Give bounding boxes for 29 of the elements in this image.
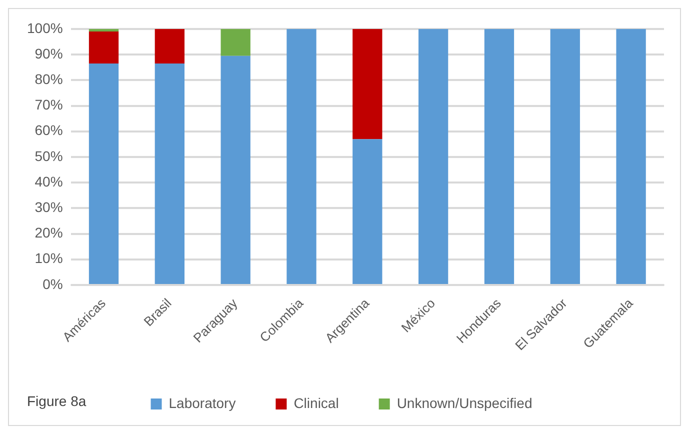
y-tick-label: 80% [34, 71, 63, 88]
bar [352, 139, 382, 284]
bar [418, 29, 448, 284]
y-tick-label: 60% [34, 122, 63, 138]
y-tick-label: 50% [34, 148, 63, 164]
bar [88, 32, 119, 64]
bar [616, 29, 646, 284]
y-tick-label: 10% [34, 250, 63, 266]
y-tick-label: 40% [34, 173, 63, 190]
bar [484, 29, 514, 284]
y-tick-label: 70% [34, 96, 63, 113]
y-tick-label: 90% [34, 45, 63, 62]
legend-label: Clinical [294, 394, 339, 411]
bar [220, 29, 250, 56]
bar [88, 29, 119, 32]
legend-label: Laboratory [168, 394, 236, 411]
y-tick-label: 0% [42, 276, 63, 292]
caption: Figure 8a [27, 392, 86, 409]
bar [88, 64, 119, 284]
bar [154, 29, 184, 64]
y-tick-label: 20% [34, 224, 63, 241]
bar [220, 56, 250, 284]
y-tick-label: 30% [34, 199, 63, 216]
legend-label: Unknown/Unspecified [396, 394, 532, 411]
bar [352, 29, 382, 140]
bar [286, 29, 316, 284]
bar [550, 29, 580, 284]
bar [154, 64, 184, 284]
y-tick-label: 100% [26, 20, 63, 36]
